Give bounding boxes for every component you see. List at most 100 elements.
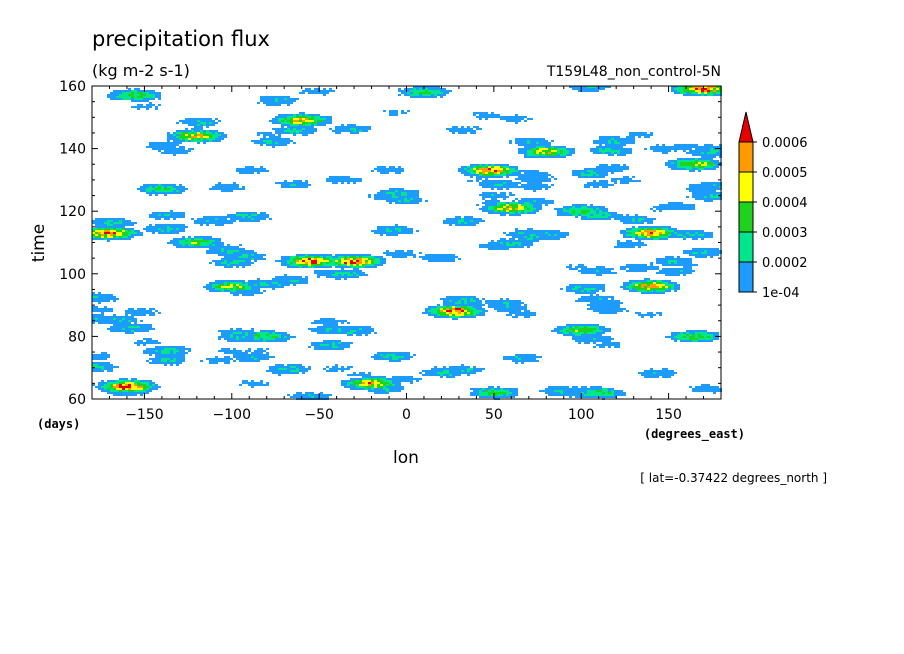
- field-cell: [599, 274, 602, 276]
- field-cell: [383, 192, 386, 194]
- field-cell: [413, 86, 416, 88]
- field-cell: [485, 302, 488, 304]
- field-cell: [563, 232, 566, 234]
- field-cell: [476, 168, 479, 170]
- field-cell: [605, 302, 608, 304]
- field-cell: [581, 214, 584, 216]
- field-cell: [170, 210, 173, 212]
- field-cell: [242, 262, 245, 264]
- field-cell: [296, 256, 299, 258]
- field-cell: [116, 90, 119, 92]
- field-cell: [299, 126, 302, 128]
- field-cell: [389, 170, 392, 172]
- field-cell: [671, 228, 674, 230]
- field-cell: [356, 130, 359, 132]
- field-cell: [497, 180, 500, 182]
- field-cell: [599, 210, 602, 212]
- field-cell: [524, 178, 527, 180]
- field-cell: [512, 194, 515, 196]
- field-cell: [674, 148, 677, 150]
- field-cell: [695, 166, 698, 168]
- field-cell: [587, 168, 590, 170]
- field-cell: [509, 194, 512, 196]
- field-cell: [410, 90, 413, 92]
- field-cell: [290, 122, 293, 124]
- field-cell: [326, 260, 329, 262]
- field-cell: [161, 142, 164, 144]
- field-cell: [281, 260, 284, 262]
- field-cell: [119, 220, 122, 222]
- field-cell: [302, 132, 305, 134]
- field-cell: [572, 148, 575, 150]
- field-cell: [167, 228, 170, 230]
- field-cell: [635, 216, 638, 218]
- field-cell: [692, 90, 695, 92]
- field-cell: [680, 144, 683, 146]
- field-cell: [707, 252, 710, 254]
- field-cell: [185, 120, 188, 122]
- field-cell: [227, 216, 230, 218]
- field-cell: [278, 282, 281, 284]
- field-cell: [113, 232, 116, 234]
- field-cell: [284, 132, 287, 134]
- field-cell: [290, 280, 293, 282]
- field-cell: [527, 180, 530, 182]
- field-cell: [182, 136, 185, 138]
- field-cell: [626, 282, 629, 284]
- field-cell: [374, 264, 377, 266]
- field-cell: [398, 172, 401, 174]
- field-cell: [389, 192, 392, 194]
- field-cell: [698, 186, 701, 188]
- field-cell: [248, 280, 251, 282]
- field-cell: [233, 254, 236, 256]
- field-cell: [212, 284, 215, 286]
- field-cell: [518, 120, 521, 122]
- field-cell: [437, 94, 440, 96]
- field-cell: [320, 90, 323, 92]
- field-cell: [560, 154, 563, 156]
- field-cell: [524, 238, 527, 240]
- field-cell: [503, 214, 506, 216]
- field-cell: [629, 230, 632, 232]
- field-cell: [179, 152, 182, 154]
- field-cell: [431, 88, 434, 90]
- field-cell: [296, 126, 299, 128]
- field-cell: [137, 234, 140, 236]
- field-cell: [689, 186, 692, 188]
- field-cell: [635, 266, 638, 268]
- field-cell: [191, 138, 194, 140]
- field-cell: [431, 94, 434, 96]
- field-cell: [500, 168, 503, 170]
- field-cell: [692, 186, 695, 188]
- field-cell: [518, 246, 521, 248]
- field-cell: [284, 114, 287, 116]
- field-cell: [500, 212, 503, 214]
- field-cell: [221, 262, 224, 264]
- field-cell: [179, 192, 182, 194]
- field-cell: [179, 184, 182, 186]
- field-cell: [716, 166, 719, 168]
- field-cell: [275, 140, 278, 142]
- field-cell: [200, 244, 203, 246]
- field-cell: [698, 250, 701, 252]
- field-cell: [101, 228, 104, 230]
- field-cell: [188, 240, 191, 242]
- field-cell: [578, 204, 581, 206]
- field-cell: [716, 248, 719, 250]
- field-cell: [596, 290, 599, 292]
- field-cell: [521, 170, 524, 172]
- field-cell: [158, 92, 161, 94]
- field-cell: [683, 250, 686, 252]
- field-cell: [197, 140, 200, 142]
- field-cell: [467, 300, 470, 302]
- field-cell: [674, 272, 677, 274]
- field-cell: [659, 290, 662, 292]
- field-cell: [212, 250, 215, 252]
- field-cell: [314, 90, 317, 92]
- field-cell: [521, 184, 524, 186]
- field-cell: [695, 198, 698, 200]
- field-cell: [455, 128, 458, 130]
- field-cell: [266, 96, 269, 98]
- field-cell: [521, 208, 524, 210]
- field-cell: [488, 196, 491, 198]
